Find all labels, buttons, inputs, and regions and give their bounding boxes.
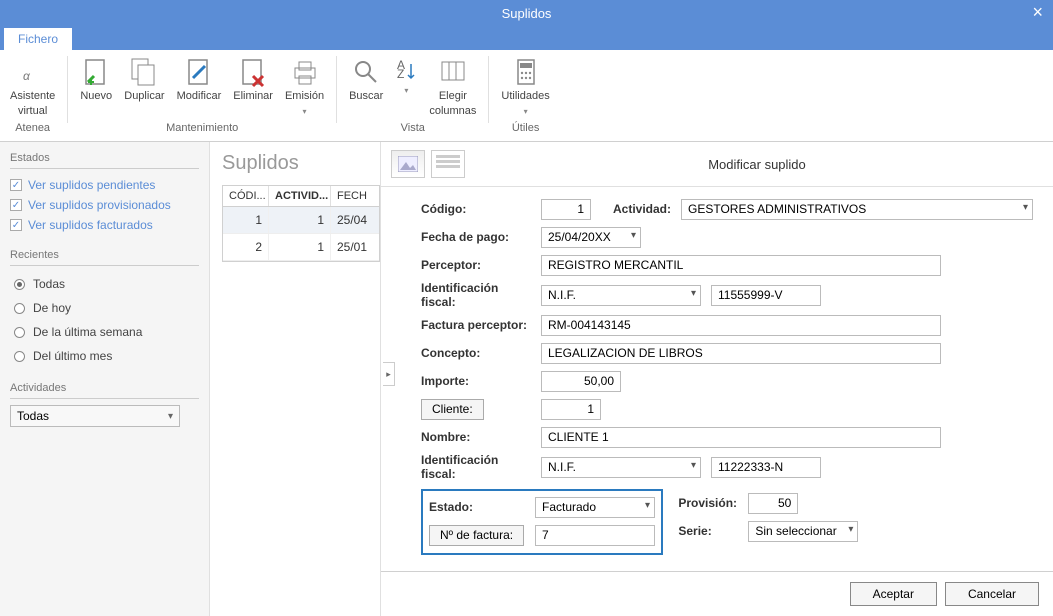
highlighted-section: Estado: Facturado Nº de factura: xyxy=(421,489,663,555)
actividades-select[interactable]: Todas ▾ xyxy=(10,405,180,427)
document-new-icon xyxy=(80,56,112,88)
factura-perceptor-field[interactable] xyxy=(541,315,941,336)
num-factura-button[interactable]: Nº de factura: xyxy=(429,525,524,546)
radio-todas[interactable]: Todas xyxy=(10,272,199,296)
cli-id-fiscal-tipo-select[interactable]: N.I.F. xyxy=(541,457,701,478)
fecha-pago-field[interactable]: 25/04/20XX xyxy=(541,227,641,248)
label-concepto: Concepto: xyxy=(421,346,531,360)
label-estado: Estado: xyxy=(429,500,525,514)
label-cli-id-fiscal: Identificación fiscal: xyxy=(421,453,531,481)
col-actividad[interactable]: ACTIVID... xyxy=(269,186,331,206)
print-icon xyxy=(289,56,321,88)
perceptor-field[interactable] xyxy=(541,255,941,276)
chk-facturados[interactable]: ✓Ver suplidos facturados xyxy=(10,215,199,235)
radio-icon xyxy=(14,303,25,314)
svg-text:Z: Z xyxy=(397,67,404,81)
image-placeholder-icon[interactable] xyxy=(391,150,425,178)
label-serie: Serie: xyxy=(678,524,738,538)
grid: CÓDI... ACTIVID... FECH 1 1 25/04 2 1 25… xyxy=(222,185,380,262)
duplicar-button[interactable]: Duplicar xyxy=(118,52,170,120)
group-atenea: Atenea xyxy=(4,120,61,137)
close-icon[interactable]: × xyxy=(1032,2,1043,23)
modificar-button[interactable]: Modificar xyxy=(171,52,228,120)
serie-select[interactable]: Sin seleccionar xyxy=(748,521,858,542)
actividad-select[interactable]: GESTORES ADMINISTRATIVOS xyxy=(681,199,1033,220)
chevron-down-icon: ▾ xyxy=(168,411,173,422)
list-heading: Suplidos xyxy=(222,152,380,175)
radio-hoy[interactable]: De hoy xyxy=(10,296,199,320)
checkbox-icon: ✓ xyxy=(10,219,22,231)
checkbox-icon: ✓ xyxy=(10,179,22,191)
id-fiscal-num-field[interactable] xyxy=(711,285,821,306)
eliminar-button[interactable]: Eliminar xyxy=(227,52,279,120)
radio-icon xyxy=(14,327,25,338)
columns-icon xyxy=(437,56,469,88)
radio-mes[interactable]: Del último mes xyxy=(10,344,199,368)
table-row[interactable]: 1 1 25/04 xyxy=(223,207,379,234)
cliente-num-field[interactable] xyxy=(541,399,601,420)
radio-icon xyxy=(14,279,25,290)
elegir-columnas-button[interactable]: Elegir columnas xyxy=(423,52,482,120)
estados-header: Estados xyxy=(10,148,199,169)
chk-provisionados[interactable]: ✓Ver suplidos provisionados xyxy=(10,195,199,215)
label-importe: Importe: xyxy=(421,374,531,388)
group-vista: Vista xyxy=(343,120,482,137)
calculator-icon xyxy=(510,56,542,88)
emision-button[interactable]: Emisión ▾ xyxy=(279,52,330,120)
chk-pendientes[interactable]: ✓Ver suplidos pendientes xyxy=(10,175,199,195)
document-delete-icon xyxy=(237,56,269,88)
ribbon: α Asistente virtual Atenea Nuevo Duplica… xyxy=(0,50,1053,142)
utilidades-button[interactable]: Utilidades ▾ xyxy=(495,52,555,120)
actividades-header: Actividades xyxy=(10,378,199,399)
radio-semana[interactable]: De la última semana xyxy=(10,320,199,344)
checkbox-icon: ✓ xyxy=(10,199,22,211)
label-provision: Provisión: xyxy=(678,496,738,510)
group-utiles: Útiles xyxy=(495,120,555,137)
document-edit-icon xyxy=(183,56,215,88)
form-title: Modificar suplido xyxy=(471,157,1043,172)
list-view-icon[interactable] xyxy=(431,150,465,178)
table-row[interactable]: 2 1 25/01 xyxy=(223,234,379,261)
concepto-field[interactable] xyxy=(541,343,941,364)
estado-select[interactable]: Facturado xyxy=(535,497,655,518)
ribbon-tabbar: Fichero xyxy=(0,26,1053,50)
id-fiscal-tipo-select[interactable]: N.I.F. xyxy=(541,285,701,306)
buscar-button[interactable]: Buscar xyxy=(343,52,389,120)
aceptar-button[interactable]: Aceptar xyxy=(850,582,937,606)
sort-az-icon: AZ xyxy=(395,60,417,82)
label-perceptor: Perceptor: xyxy=(421,258,531,272)
importe-field[interactable] xyxy=(541,371,621,392)
list-area: Suplidos CÓDI... ACTIVID... FECH 1 1 25/… xyxy=(210,142,380,616)
label-codigo: Código: xyxy=(421,202,531,216)
radio-icon xyxy=(14,351,25,362)
num-factura-field[interactable] xyxy=(535,525,655,546)
label-nombre: Nombre: xyxy=(421,430,531,444)
label-factura-perceptor: Factura perceptor: xyxy=(421,318,531,332)
col-codigo[interactable]: CÓDI... xyxy=(223,186,269,206)
codigo-field[interactable] xyxy=(541,199,591,220)
search-icon xyxy=(350,56,382,88)
svg-text:α: α xyxy=(23,69,31,83)
alpha-icon: α xyxy=(17,56,49,88)
sidepanel: Estados ✓Ver suplidos pendientes ✓Ver su… xyxy=(0,142,210,616)
cli-id-fiscal-num-field[interactable] xyxy=(711,457,821,478)
window-title: Suplidos xyxy=(502,6,552,21)
cancelar-button[interactable]: Cancelar xyxy=(945,582,1039,606)
provision-field[interactable] xyxy=(748,493,798,514)
group-mantenimiento: Mantenimiento xyxy=(74,120,330,137)
label-actividad: Actividad: xyxy=(613,202,671,216)
nuevo-button[interactable]: Nuevo xyxy=(74,52,118,120)
document-duplicate-icon xyxy=(128,56,160,88)
titlebar: Suplidos × xyxy=(0,0,1053,26)
label-fecha-pago: Fecha de pago: xyxy=(421,230,531,244)
orden-button[interactable]: AZ ▾ xyxy=(389,52,423,120)
col-fecha[interactable]: FECH xyxy=(331,186,375,206)
asistente-virtual-button[interactable]: α Asistente virtual xyxy=(4,52,61,120)
form-panel: Modificar suplido ▸ Código: Actividad: G… xyxy=(380,142,1053,616)
recientes-header: Recientes xyxy=(10,245,199,266)
label-id-fiscal: Identificación fiscal: xyxy=(421,281,531,309)
tab-fichero[interactable]: Fichero xyxy=(4,28,72,50)
nombre-field[interactable] xyxy=(541,427,941,448)
cliente-button[interactable]: Cliente: xyxy=(421,399,484,420)
